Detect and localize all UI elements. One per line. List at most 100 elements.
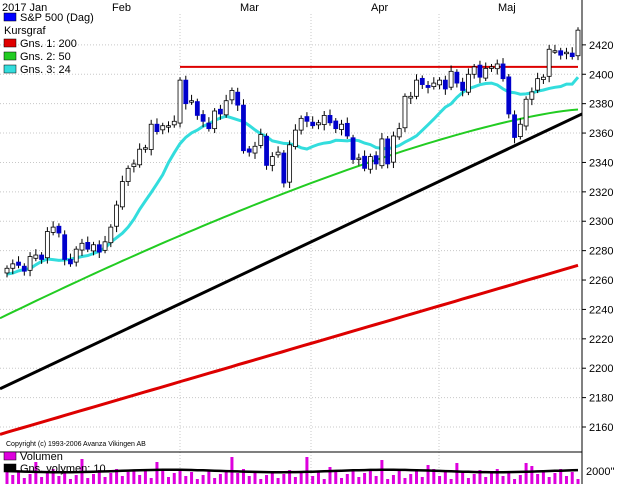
volume-bar: [316, 472, 320, 484]
candle-body: [218, 108, 223, 115]
volume-bar: [265, 475, 269, 484]
candle-body: [264, 135, 269, 166]
candle-body: [252, 145, 258, 154]
volume-bar: [74, 475, 78, 484]
volume-bar: [28, 474, 32, 484]
candle-body: [391, 135, 396, 163]
volume-bar: [547, 477, 551, 484]
volume-bar: [380, 460, 384, 484]
candle-body: [414, 79, 419, 97]
volume-bar: [190, 472, 194, 484]
candle-body: [206, 122, 212, 130]
candle-body: [385, 138, 391, 165]
candle-body: [304, 116, 310, 122]
candle-body: [460, 81, 466, 91]
volume-bar: [236, 473, 240, 484]
volume-legend-swatch: [3, 463, 17, 473]
volume-bar: [247, 476, 251, 484]
y-tick-label: 2240: [589, 304, 613, 316]
x-tick-label: Feb: [112, 2, 131, 14]
volume-bar: [51, 469, 55, 484]
candle-body: [425, 85, 431, 88]
candle-body: [27, 256, 33, 271]
candle-body: [33, 254, 39, 259]
candle-body: [396, 128, 402, 138]
candle-body: [200, 114, 206, 122]
volume-bar: [218, 474, 222, 484]
candle-body: [483, 67, 489, 79]
volume-bar: [455, 463, 459, 484]
volume-bar: [374, 476, 378, 484]
y-tick-label: 2380: [589, 99, 613, 111]
candle-body: [166, 125, 171, 128]
volume-bar: [536, 474, 540, 484]
candle-body: [379, 138, 385, 167]
volume-bar: [184, 476, 188, 484]
candle-body: [68, 259, 73, 265]
axis-frame: [0, 0, 586, 484]
candle-body: [85, 242, 91, 250]
candle-body: [171, 120, 177, 126]
candle-body: [454, 71, 460, 84]
volume-bar: [363, 473, 367, 484]
y-tick-label: 2320: [589, 187, 613, 199]
volume-bar: [415, 470, 419, 484]
volume-bar: [553, 473, 557, 484]
volume-bar: [570, 472, 574, 484]
volume-bar: [340, 478, 344, 484]
volume-bar: [391, 475, 395, 484]
candle-body: [177, 79, 183, 124]
volume-bar: [143, 471, 147, 484]
volume-bar: [305, 457, 309, 484]
volume-bar: [270, 471, 274, 484]
candle-body: [108, 226, 114, 244]
volume-bar: [530, 466, 534, 484]
candle-body: [471, 66, 477, 75]
candle-body: [73, 248, 79, 263]
volume-bar: [241, 469, 245, 484]
candle-body: [235, 91, 241, 106]
candle-body: [540, 76, 546, 80]
volume-bar: [138, 475, 142, 484]
volume-bar: [253, 472, 257, 484]
candle-body: [119, 181, 125, 208]
candle-body: [246, 148, 252, 153]
x-axis-labels: 2017 Jan Feb Mar Apr Maj: [2, 2, 516, 14]
volume-bar: [466, 478, 470, 484]
candle-body: [194, 101, 200, 116]
volume-bar: [386, 479, 390, 484]
candle-body: [241, 104, 246, 152]
candle-body: [91, 244, 96, 252]
y-tick-label: 2420: [589, 40, 613, 52]
candle-body: [477, 64, 483, 78]
candle-body: [310, 121, 316, 127]
candle-body: [143, 147, 148, 150]
volume-bar: [293, 477, 297, 484]
candle-body: [21, 265, 27, 272]
candle-body: [333, 120, 339, 130]
candle-body: [96, 244, 102, 253]
volume-bar: [328, 467, 332, 484]
volume-bar: [484, 477, 488, 484]
candle-body: [558, 50, 564, 56]
volume-bar: [17, 471, 21, 484]
volume-bar: [357, 477, 361, 484]
volume-bar: [576, 479, 580, 484]
candle-body: [564, 51, 569, 55]
legend-swatch: [3, 12, 17, 22]
volume-bar: [495, 469, 499, 484]
ma200-line: [0, 263, 579, 436]
volume-bar: [524, 463, 528, 484]
volume-bar: [334, 471, 338, 484]
candle-body: [327, 115, 333, 124]
candle-body: [373, 155, 379, 165]
candle-body: [350, 137, 356, 160]
candle-body: [79, 242, 85, 251]
volume-bar: [449, 479, 453, 484]
volume-bars: [5, 457, 580, 484]
candle-body: [281, 152, 287, 184]
volume-bar: [420, 477, 424, 484]
volume-bar: [22, 478, 26, 484]
candle-body: [408, 95, 414, 99]
